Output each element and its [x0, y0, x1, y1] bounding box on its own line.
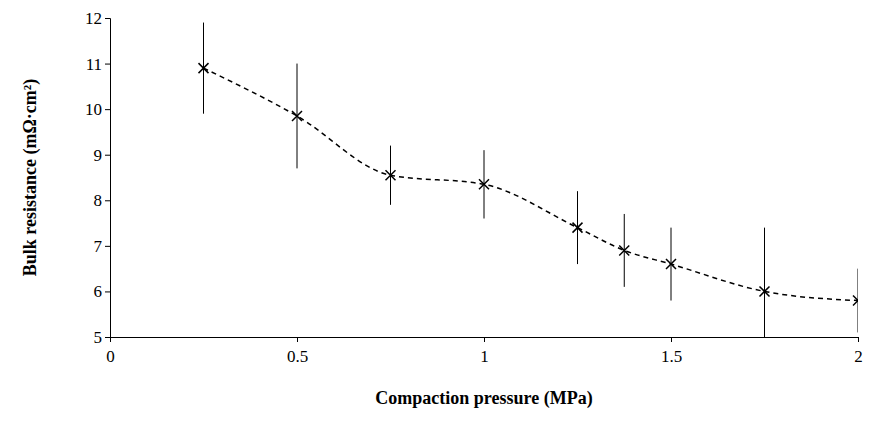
y-axis-tick-label: 11 [86, 55, 102, 74]
x-axis-tick-label: 2 [854, 347, 863, 366]
x-axis-tick-label: 1.5 [661, 347, 682, 366]
x-axis-line [111, 338, 859, 343]
y-axis-tick-label: 6 [94, 282, 103, 301]
y-axis-tick: 7 [94, 237, 111, 256]
y-axis-tick: 11 [86, 55, 110, 74]
x-axis-tick-mark [858, 337, 859, 342]
x-axis-tick-label: 1 [480, 347, 489, 366]
x-axis-tick: 0 [106, 337, 115, 366]
marker [479, 179, 489, 189]
y-axis-tick-mark [105, 109, 110, 110]
x-axis-tick: 0.5 [287, 337, 308, 366]
y-axis-tick-label: 12 [85, 9, 102, 28]
y-axis-tick: 12 [85, 9, 110, 28]
y-axis: 5 6 7 8 9 10 11 12 [85, 9, 111, 347]
marker [386, 170, 396, 180]
y-axis-tick-mark [105, 200, 110, 201]
y-axis-line [105, 19, 111, 338]
y-axis-tick-mark [105, 64, 110, 65]
x-axis-tick: 1 [480, 337, 489, 366]
x-axis-tick-mark [484, 337, 485, 342]
y-axis-tick-mark [105, 291, 110, 292]
y-axis-tick: 5 [94, 328, 111, 347]
marker [573, 223, 583, 233]
y-axis-tick-label: 5 [94, 328, 103, 347]
x-axis-tick: 2 [854, 337, 863, 366]
marker [199, 63, 209, 73]
x-axis-tick: 1.5 [661, 337, 682, 366]
x-axis-tick-label: 0 [106, 347, 115, 366]
series [199, 23, 859, 337]
y-axis-tick-mark [105, 337, 110, 338]
x-axis-tick-mark [671, 337, 672, 342]
x-axis-tick-label: 0.5 [287, 347, 308, 366]
y-axis-tick: 8 [94, 191, 111, 210]
y-axis-tick-label: 9 [94, 146, 103, 165]
plot: 0 0.5 1 1.5 2 5 6 7 8 9 10 11 12 [85, 9, 863, 366]
y-axis-tick-mark [105, 18, 110, 19]
y-axis-tick-mark [105, 155, 110, 156]
marker [292, 111, 302, 121]
marker [853, 296, 858, 306]
y-axis-tick-label: 7 [94, 237, 103, 256]
chart: 0 0.5 1 1.5 2 5 6 7 8 9 10 11 12 Compaction pressure … [0, 0, 884, 428]
x-axis-title: Compaction pressure (MPa) [375, 388, 592, 409]
y-axis-tick-label: 8 [94, 191, 103, 210]
error-bar [764, 228, 765, 337]
data-line [204, 68, 859, 300]
y-axis-title: Bulk resistance (mΩ·cm²) [20, 79, 41, 276]
x-axis-tick-mark [297, 337, 298, 342]
marker [760, 286, 770, 296]
marker [619, 245, 629, 255]
y-axis-tick-mark [105, 246, 110, 247]
y-axis-tick: 9 [94, 146, 111, 165]
y-axis-tick: 10 [85, 100, 110, 119]
x-axis: 0 0.5 1 1.5 2 [106, 337, 863, 366]
y-axis-tick: 6 [94, 282, 111, 301]
y-axis-tick-label: 10 [85, 100, 102, 119]
marker [666, 259, 676, 269]
